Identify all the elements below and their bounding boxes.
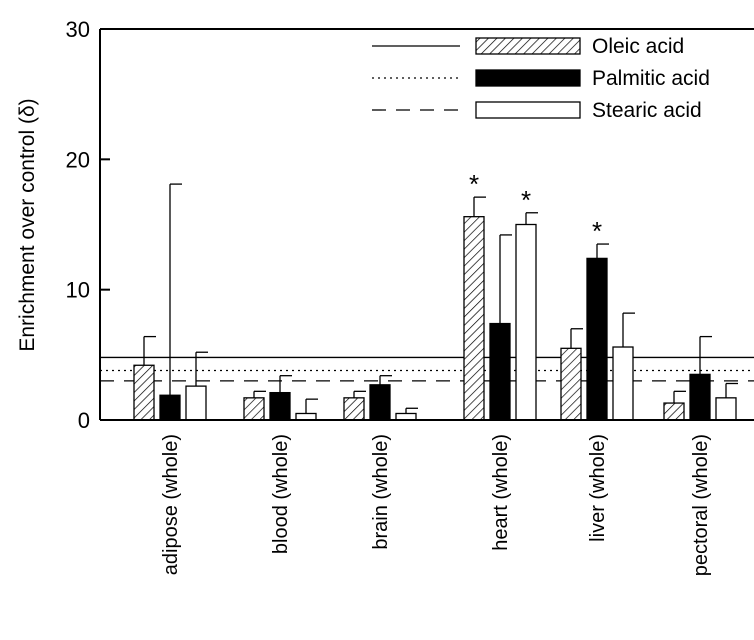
y-tick-label: 0 xyxy=(78,408,90,433)
legend-label: Oleic acid xyxy=(592,35,684,58)
bar-stearic-acid xyxy=(515,223,537,421)
legend-label: Stearic acid xyxy=(592,99,702,122)
axes xyxy=(99,28,754,421)
x-category-label: heart (whole) xyxy=(490,434,512,551)
legend: Oleic acid Palmitic acid Stearic acid xyxy=(372,35,710,122)
y-axis-title: Enrichment over control (δ) xyxy=(16,98,39,351)
y-ticks: 0 10 20 30 xyxy=(66,17,110,433)
bar-oleic-acid xyxy=(463,216,485,421)
legend-swatch xyxy=(475,69,581,87)
bars xyxy=(133,216,737,421)
bar-palmitic-acid xyxy=(269,391,291,421)
bar-palmitic-acid xyxy=(159,394,181,421)
bar-oleic-acid xyxy=(243,397,265,421)
y-tick-label: 20 xyxy=(66,147,90,172)
y-tick-label: 30 xyxy=(66,17,90,42)
bar-oleic-acid xyxy=(560,347,582,421)
significance-star: * xyxy=(592,216,602,246)
x-category-label: liver (whole) xyxy=(587,434,609,542)
bar-palmitic-acid xyxy=(689,373,711,421)
bar-oleic-acid xyxy=(343,397,365,421)
significance-markers: * * * xyxy=(469,169,602,246)
x-category-label: adipose (whole) xyxy=(160,434,182,575)
reference-lines xyxy=(100,356,754,382)
significance-star: * xyxy=(469,169,479,199)
bar-palmitic-acid xyxy=(369,384,391,421)
bar-palmitic-acid xyxy=(586,257,608,421)
x-category-label: pectoral (whole) xyxy=(690,434,712,576)
bar-palmitic-acid xyxy=(489,322,511,421)
bar-stearic-acid xyxy=(715,397,737,421)
y-tick-label: 10 xyxy=(66,278,90,303)
bar-oleic-acid xyxy=(133,364,155,421)
significance-star: * xyxy=(521,185,531,215)
bar-oleic-acid xyxy=(663,402,685,421)
error-bars xyxy=(143,183,738,414)
x-category-label: blood (whole) xyxy=(270,434,292,554)
x-category-label: brain (whole) xyxy=(370,434,392,550)
bar-stearic-acid xyxy=(612,346,634,421)
bar-stearic-acid xyxy=(185,385,207,421)
legend-swatch xyxy=(475,101,581,119)
legend-label: Palmitic acid xyxy=(592,67,710,90)
legend-swatch xyxy=(475,37,581,55)
x-category-labels: adipose (whole) blood (whole) brain (whole… xyxy=(160,434,712,576)
